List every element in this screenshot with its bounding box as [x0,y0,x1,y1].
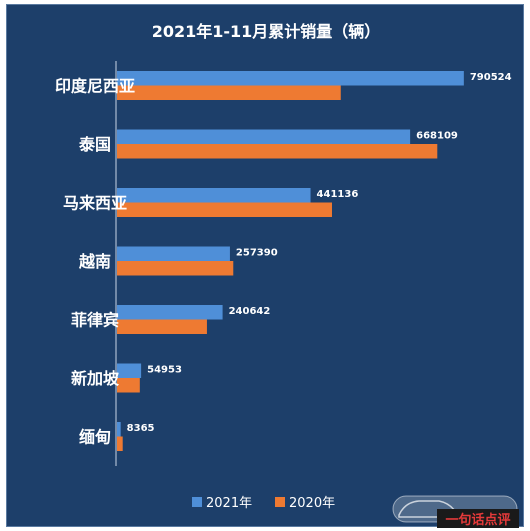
category-label: 印度尼西亚 [55,77,135,96]
bar-series-2 [117,144,438,159]
category-label: 缅甸 [79,428,111,447]
watermark-text: 一句话点评 [445,512,510,528]
data-label: 668109 [416,131,458,142]
bar-series-2 [117,85,341,100]
bar-series-2 [117,378,140,393]
category-label: 马来西亚 [63,194,127,213]
chart-title: 2021年1-11月累计销量（辆） [152,22,381,41]
legend-label-2020: 2020年 [289,496,335,511]
legend-swatch-2020 [275,497,285,507]
bar-series-1 [117,305,223,320]
bar-series-1 [117,246,230,261]
category-label: 菲律宾 [71,311,119,330]
chart-frame: 2021年1-11月累计销量（辆） 印度尼西亚 泰国 马来西亚 越南 菲律宾 新加坡 缅甸 … [6,4,524,528]
data-label: 790524 [470,72,512,83]
category-label: 新加坡 [71,369,120,388]
category-label: 泰国 [78,135,111,154]
legend-swatch-2021 [192,497,202,507]
bars-group [117,71,464,451]
watermark: 一句话点评 [392,495,519,528]
bar-series-1 [117,422,121,437]
data-labels-group: 790524 668109 441136 257390 240642 54953 8365 [127,72,512,434]
bar-series-1 [117,129,411,144]
bar-series-2 [117,436,123,451]
category-label: 越南 [78,252,111,271]
data-label: 8365 [127,423,155,434]
data-label: 441136 [317,189,359,200]
bar-series-1 [117,363,142,378]
bar-series-2 [117,261,234,276]
data-label: 240642 [229,306,271,317]
legend: 2021年 2020年 [192,496,335,511]
bar-series-1 [117,71,464,86]
legend-label-2021: 2021年 [206,496,252,511]
bar-series-2 [117,319,207,334]
watermark-text-bg [437,509,519,528]
data-label: 257390 [236,248,278,259]
data-label: 54953 [147,365,182,376]
chart-svg: 2021年1-11月累计销量（辆） 印度尼西亚泰国马来西亚越南菲律宾新加坡缅甸 … [55,22,519,528]
bar-series-2 [117,202,332,217]
bar-series-1 [117,188,311,203]
